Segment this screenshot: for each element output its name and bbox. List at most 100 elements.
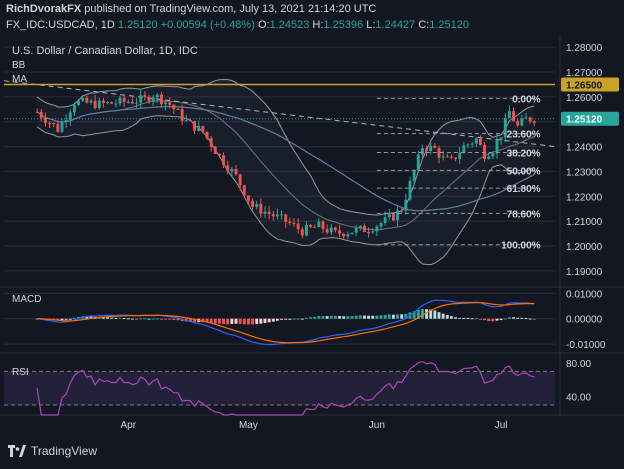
candle xyxy=(176,107,180,110)
candle-body xyxy=(387,214,391,218)
candle xyxy=(433,143,437,149)
candle-body xyxy=(354,228,358,233)
candle xyxy=(180,104,184,126)
candle-body xyxy=(197,125,201,131)
candle-body xyxy=(168,102,172,105)
macd-histogram-bar xyxy=(275,318,279,321)
trendline[interactable] xyxy=(3,80,556,148)
macd-histogram-bar xyxy=(238,318,242,324)
candle xyxy=(367,227,371,238)
rsi-pane: 80.00 40.00 xyxy=(36,359,591,416)
candle-body xyxy=(520,118,524,126)
candle xyxy=(259,198,263,218)
open-value: 1.24523 xyxy=(269,19,310,31)
macd-histogram-bar xyxy=(532,318,536,320)
macd-histogram-bar xyxy=(139,318,143,320)
macd-histogram-bar xyxy=(350,316,354,319)
macd-histogram-bar xyxy=(400,314,404,319)
candle-body xyxy=(379,223,383,227)
candle xyxy=(400,208,404,213)
candle-body xyxy=(300,229,304,236)
pane-labels: U.S. Dollar / Canadian Dollar, 1D, IDC BB… xyxy=(12,45,198,378)
candle xyxy=(222,152,226,168)
candle-body xyxy=(474,138,478,144)
candle xyxy=(164,101,168,111)
rsi-tick-1: 40.00 xyxy=(566,393,591,404)
candle xyxy=(300,226,304,239)
candle-body xyxy=(106,101,110,103)
macd-histogram-bar xyxy=(259,318,263,324)
fibonacci-levels: 0.00% 23.60% 38.20% 50.00% 61.80% 78.60% 100.0… xyxy=(376,94,541,252)
candle xyxy=(346,231,350,240)
macd-histogram-bar xyxy=(234,318,238,324)
macd-histogram-bar xyxy=(425,309,429,319)
tradingview-logo[interactable]: TradingView xyxy=(8,444,97,458)
macd-histogram-bar xyxy=(143,318,147,320)
candle-body xyxy=(159,94,163,105)
candle-body xyxy=(172,104,176,109)
candle xyxy=(454,157,458,162)
candle-body xyxy=(383,217,387,224)
candle-body xyxy=(454,157,458,160)
macd-histogram-bar xyxy=(205,318,209,323)
macd-histogram-bar xyxy=(342,316,346,319)
macd-histogram-bar xyxy=(379,315,383,319)
candle xyxy=(458,146,462,165)
low-label: L: xyxy=(366,19,376,31)
signal-line xyxy=(37,302,535,344)
time-axis[interactable]: Apr May Jun Jul xyxy=(121,420,508,431)
fib-level-label-2: 38.20% xyxy=(507,149,541,160)
candle xyxy=(242,184,246,197)
price-axis[interactable]: 1.280001.270001.260001.250001.240001.230… xyxy=(561,43,619,278)
high-label: H: xyxy=(312,19,324,31)
candle-body xyxy=(60,121,64,132)
candle xyxy=(350,232,354,235)
candle-body xyxy=(101,100,105,103)
rsi-band xyxy=(4,370,555,406)
candle xyxy=(524,113,528,119)
candle-body xyxy=(400,210,404,212)
candle-body xyxy=(242,185,246,196)
macd-histogram-bar xyxy=(524,317,528,319)
macd-histogram-bar xyxy=(288,318,292,320)
macd-histogram-bar xyxy=(483,318,487,321)
candle-body xyxy=(209,137,213,147)
indicator-label-ma: MA xyxy=(12,74,27,85)
candle-body xyxy=(122,97,126,102)
candle-body xyxy=(425,148,429,152)
rsi-line xyxy=(36,360,535,416)
candle xyxy=(412,169,416,186)
candle-body xyxy=(309,224,313,227)
macd-histogram-bar xyxy=(188,318,192,322)
macd-histogram-bar xyxy=(246,318,250,325)
candle-body xyxy=(155,94,159,98)
macd-histogram-bar xyxy=(313,316,317,319)
macd-histogram-bar xyxy=(147,318,151,320)
candle xyxy=(520,114,524,127)
candle-body xyxy=(412,170,416,181)
candle-body xyxy=(251,200,255,207)
candle-body xyxy=(89,100,93,103)
author-name[interactable]: RichDvorakFX xyxy=(6,3,82,15)
candle-body xyxy=(391,214,395,221)
candle xyxy=(151,94,155,106)
macd-histogram-bar xyxy=(230,318,234,324)
candle xyxy=(263,206,267,218)
fib-level-label-3: 50.00% xyxy=(507,166,541,177)
macd-histogram-bar xyxy=(122,318,126,320)
close-label: C: xyxy=(418,19,430,31)
candle-body xyxy=(313,226,317,228)
candle-body xyxy=(503,118,507,138)
candle xyxy=(391,212,395,222)
candle xyxy=(205,131,209,141)
macd-histogram-bar xyxy=(512,317,516,319)
candle xyxy=(89,98,93,105)
macd-histogram-bar xyxy=(437,312,441,319)
candle-body xyxy=(143,95,147,97)
macd-histogram-bar xyxy=(151,318,155,320)
candle-body xyxy=(180,109,184,121)
candle xyxy=(110,101,114,104)
price-tick-4: 1.24000 xyxy=(566,143,603,154)
